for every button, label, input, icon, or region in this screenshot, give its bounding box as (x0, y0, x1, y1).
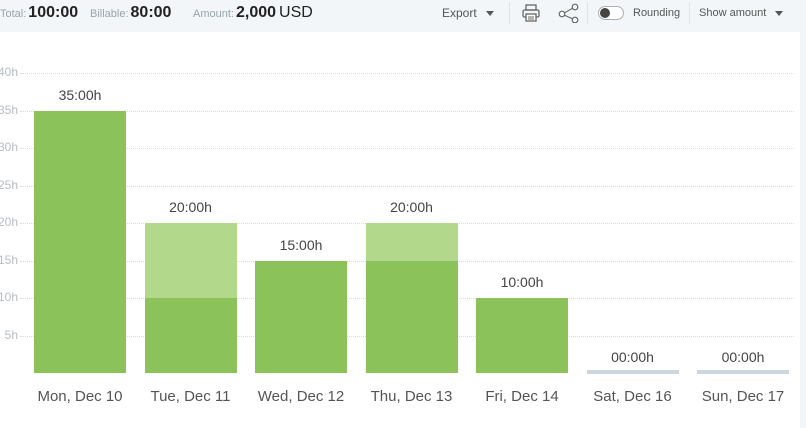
toolbar-divider (689, 2, 690, 24)
share-button[interactable] (558, 0, 580, 26)
bar-4[interactable] (476, 298, 568, 373)
show-amount-dropdown[interactable]: Show amount (699, 0, 784, 26)
rounding-label: Rounding (633, 7, 681, 19)
billable-summary: Billable: 80:00 (90, 4, 171, 22)
gridline (20, 148, 794, 149)
toolbar-divider (587, 2, 588, 24)
gridline (20, 73, 794, 74)
bar-0[interactable] (34, 110, 126, 373)
y-tick-label: 40h (0, 65, 18, 79)
total-summary: Total: 100:00 (0, 4, 78, 22)
y-tick-label: 20h (0, 215, 18, 229)
y-tick-label: 10h (0, 290, 18, 304)
amount-currency: USD (279, 4, 313, 21)
y-tick-label: 25h (0, 177, 18, 192)
x-axis-label: Sun, Dec 17 (701, 388, 785, 405)
scroll-gutter (800, 32, 806, 428)
bar-value-label: 00:00h (721, 349, 765, 365)
amount-label: Amount: (193, 8, 234, 20)
chevron-down-icon (485, 11, 494, 16)
bar-value-label: 00:00h (611, 349, 654, 365)
amount-value: 2,000 (235, 4, 277, 21)
x-axis-label: Mon, Dec 10 (37, 388, 123, 405)
bar-value-label: 35:00h (58, 86, 102, 103)
share-icon (558, 3, 579, 23)
y-tick-label: 35h (0, 102, 18, 117)
report-toolbar: Total: 100:00 Billable: 80:00 Amount: 2,000… (0, 0, 806, 30)
export-label: Export (442, 6, 477, 20)
bar-value-label: 20:00h (169, 199, 212, 215)
billable-segment (255, 260, 347, 373)
toggle-switch[interactable] (598, 6, 624, 20)
total-label: Total: (0, 8, 27, 20)
bar-value-label: 15:00h (279, 236, 323, 253)
chart-panel: 40h 35h 30h 25h 20h 15h 10h 5h 35:00h Mon, Dec 10… (0, 32, 800, 428)
billable-segment (144, 298, 237, 373)
y-tick-label: 5h (4, 327, 18, 342)
y-tick-label: 30h (0, 140, 18, 154)
bar-5-empty (586, 370, 679, 374)
x-axis-label: Thu, Dec 13 (370, 388, 453, 405)
billable-value: 80:00 (130, 4, 172, 21)
total-value: 100:00 (28, 4, 79, 21)
show-amount-label: Show amount (699, 7, 767, 19)
non-billable-segment (365, 223, 458, 261)
printer-icon (522, 4, 540, 22)
export-dropdown[interactable]: Export (442, 0, 494, 26)
billable-segment (476, 298, 568, 373)
bar-3[interactable] (365, 223, 458, 373)
amount-summary: Amount: 2,000 USD (193, 4, 313, 22)
x-axis-label: Tue, Dec 11 (150, 388, 231, 405)
non-billable-segment (144, 223, 237, 298)
billable-label: Billable: (90, 8, 129, 20)
x-axis-label: Wed, Dec 12 (257, 388, 345, 405)
rounding-toggle[interactable]: Rounding (598, 0, 680, 26)
billable-segment (34, 110, 126, 373)
toolbar-divider (509, 2, 510, 24)
bar-2[interactable] (255, 260, 347, 373)
bar-value-label: 20:00h (390, 199, 433, 215)
x-axis-label: Fri, Dec 14 (485, 388, 559, 405)
print-button[interactable] (521, 0, 541, 26)
bar-value-label: 10:00h (500, 274, 544, 290)
toggle-knob (600, 8, 610, 18)
billable-segment (365, 260, 458, 373)
bar-1[interactable] (144, 223, 237, 373)
bar-6-empty (697, 370, 789, 374)
gridline (20, 185, 794, 187)
chevron-down-icon (775, 11, 784, 16)
gridline (20, 110, 794, 112)
y-tick-label: 15h (0, 252, 18, 267)
x-axis-label: Sat, Dec 16 (593, 388, 672, 405)
